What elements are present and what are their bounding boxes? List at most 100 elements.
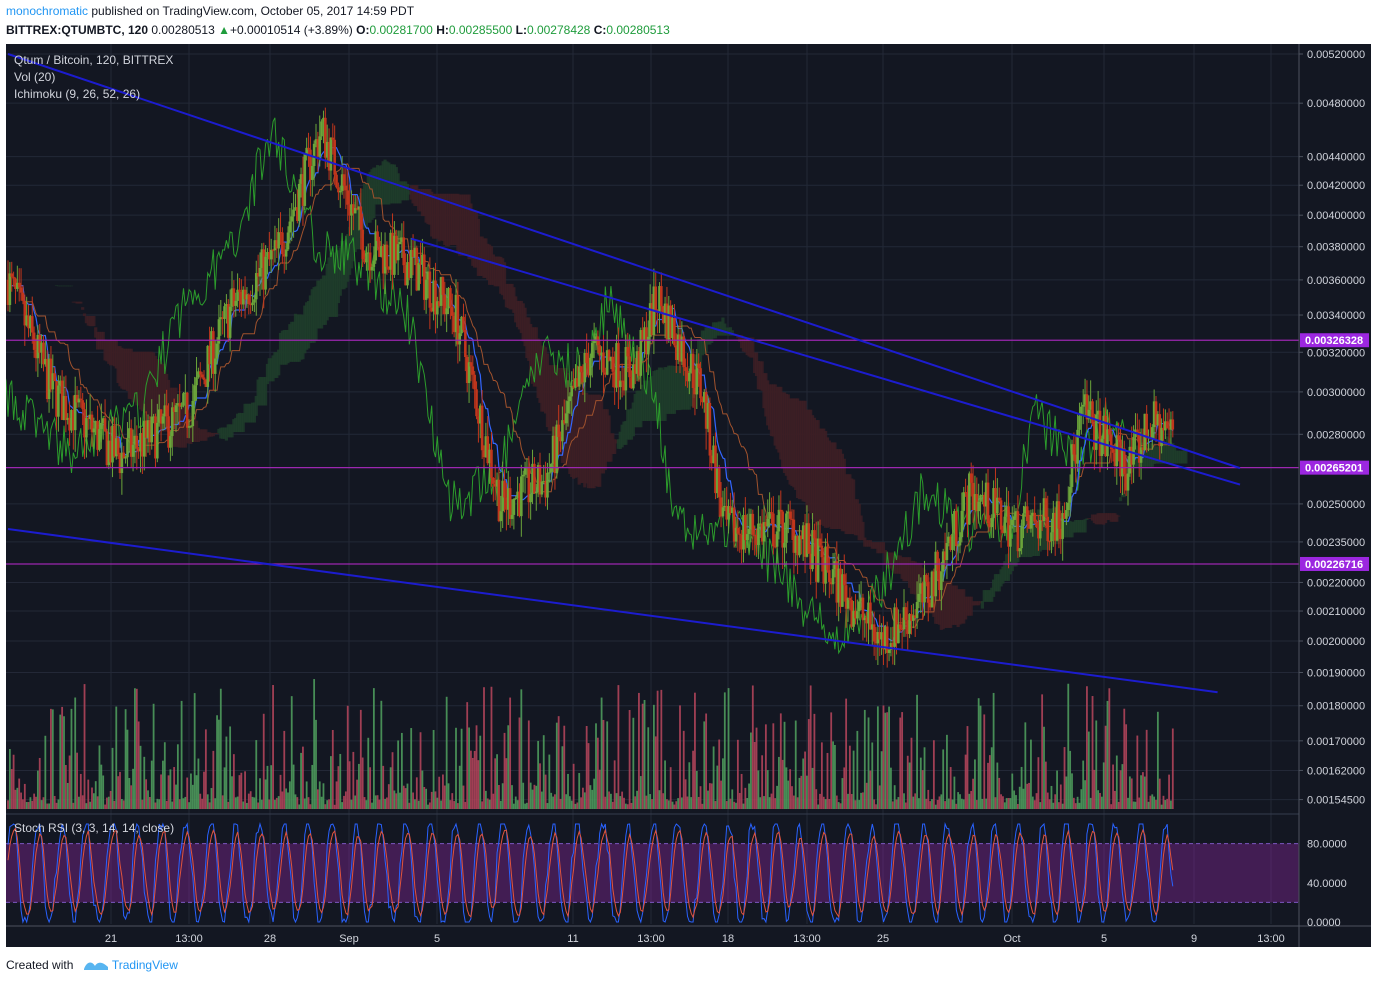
candle-body <box>1152 401 1156 428</box>
ichimoku-cloud-slice <box>310 289 314 343</box>
candle-body <box>544 480 547 498</box>
candle-body <box>398 241 402 245</box>
ichimoku-cloud-slice <box>519 300 523 334</box>
candle-body <box>493 483 497 487</box>
volume-bar <box>477 760 480 809</box>
candle-body <box>818 538 822 546</box>
candle-body <box>536 465 540 493</box>
ichimoku-cloud-slice <box>245 403 249 423</box>
volume-bar <box>81 795 84 809</box>
volume-bar <box>1119 770 1122 809</box>
volume-bar <box>854 800 857 809</box>
candle-body <box>142 420 146 457</box>
volume-bar <box>440 800 442 809</box>
tradingview-link[interactable]: TradingView <box>111 958 178 972</box>
chart-frame[interactable]: 0.00326328 0.00265201 0.00226716 0.0052000… <box>1 44 1371 947</box>
candle-body <box>253 299 256 303</box>
volume-bar <box>835 795 838 809</box>
ichimoku-cloud-slice <box>461 194 466 256</box>
candle-body <box>1078 415 1081 430</box>
volume-bar <box>692 750 694 809</box>
author-link[interactable]: monochromatic <box>6 4 89 18</box>
volume-bar <box>690 797 693 809</box>
candle-body <box>570 385 574 397</box>
ichimoku-cloud-slice <box>129 348 133 400</box>
candle-body <box>1038 520 1042 539</box>
candle-body <box>1072 444 1076 455</box>
candle-body <box>303 154 307 206</box>
candle-body <box>247 294 251 305</box>
ichimoku-cloud-slice <box>497 256 501 287</box>
volume-bar <box>720 780 722 809</box>
candle-body <box>803 525 807 557</box>
volume-bar <box>611 801 614 809</box>
candle-body <box>53 373 56 382</box>
candle-body <box>480 405 484 451</box>
volume-bar <box>738 792 741 809</box>
volume-bar <box>404 788 407 809</box>
ichimoku-cloud-slice <box>124 348 128 390</box>
candle-body <box>150 416 154 443</box>
volume-bar <box>660 689 663 809</box>
volume-bar <box>74 697 77 809</box>
ichimoku-cloud-slice <box>430 191 434 237</box>
volume-bar <box>111 747 114 809</box>
volume-bar <box>42 797 45 809</box>
volume-bar <box>1091 696 1094 809</box>
volume-bar <box>107 796 110 809</box>
ichimoku-cloud-slice <box>69 285 74 287</box>
candle-body <box>835 561 839 603</box>
price-tick-label: 0.00300000 <box>1307 387 1365 399</box>
volume-bar <box>180 700 183 809</box>
candle-body <box>1119 439 1122 477</box>
candle-body <box>185 392 189 428</box>
ichimoku-cloud-slice <box>592 394 596 489</box>
volume-bar <box>320 796 323 809</box>
candle-body <box>1165 421 1169 429</box>
candle-body <box>30 316 34 333</box>
candle-body <box>299 174 303 184</box>
volume-bar <box>988 755 991 809</box>
ichimoku-cloud-slice <box>1027 515 1031 558</box>
candle-body <box>316 139 320 157</box>
volume-bar <box>1037 757 1040 809</box>
volume-bar <box>587 743 590 809</box>
ichimoku-cloud-slice <box>364 183 368 228</box>
candle-body <box>1156 414 1160 425</box>
candle-body <box>178 403 182 407</box>
ichimoku-cloud-slice <box>495 256 499 287</box>
volume-bar <box>514 796 517 809</box>
volume-bar <box>1125 724 1128 809</box>
volume-bar <box>688 762 691 809</box>
candle-body <box>197 371 200 378</box>
candle-body <box>542 480 546 482</box>
candle-body <box>436 301 439 315</box>
ichimoku-cloud-slice <box>1083 519 1087 533</box>
ichimoku-cloud-slice <box>422 189 426 217</box>
candle-body <box>226 304 230 338</box>
ichimoku-cloud-slice <box>1152 443 1156 464</box>
candle-body <box>98 429 101 450</box>
ichimoku-cloud-slice <box>833 442 837 530</box>
ichimoku-cloud-slice <box>1117 515 1121 517</box>
ichimoku-cloud-slice <box>1118 497 1123 502</box>
candle-body <box>926 581 930 603</box>
volume-bar <box>729 798 732 809</box>
candle-body <box>744 515 747 541</box>
volume-bar <box>1031 796 1034 809</box>
volume-bar <box>1145 729 1148 809</box>
candle-body <box>1141 447 1145 451</box>
candle-body <box>857 601 861 612</box>
candle-body <box>469 362 473 367</box>
volume-bar <box>591 789 594 809</box>
volume-bar <box>1089 797 1092 809</box>
price-tick-label: 0.00520000 <box>1307 49 1365 61</box>
ichimoku-cloud-slice <box>288 324 292 362</box>
candle-body <box>38 334 42 353</box>
trendlines[interactable] <box>7 53 1241 694</box>
volume-bar <box>636 790 638 809</box>
volume-bar <box>1114 790 1116 809</box>
volume-bar <box>570 800 573 809</box>
